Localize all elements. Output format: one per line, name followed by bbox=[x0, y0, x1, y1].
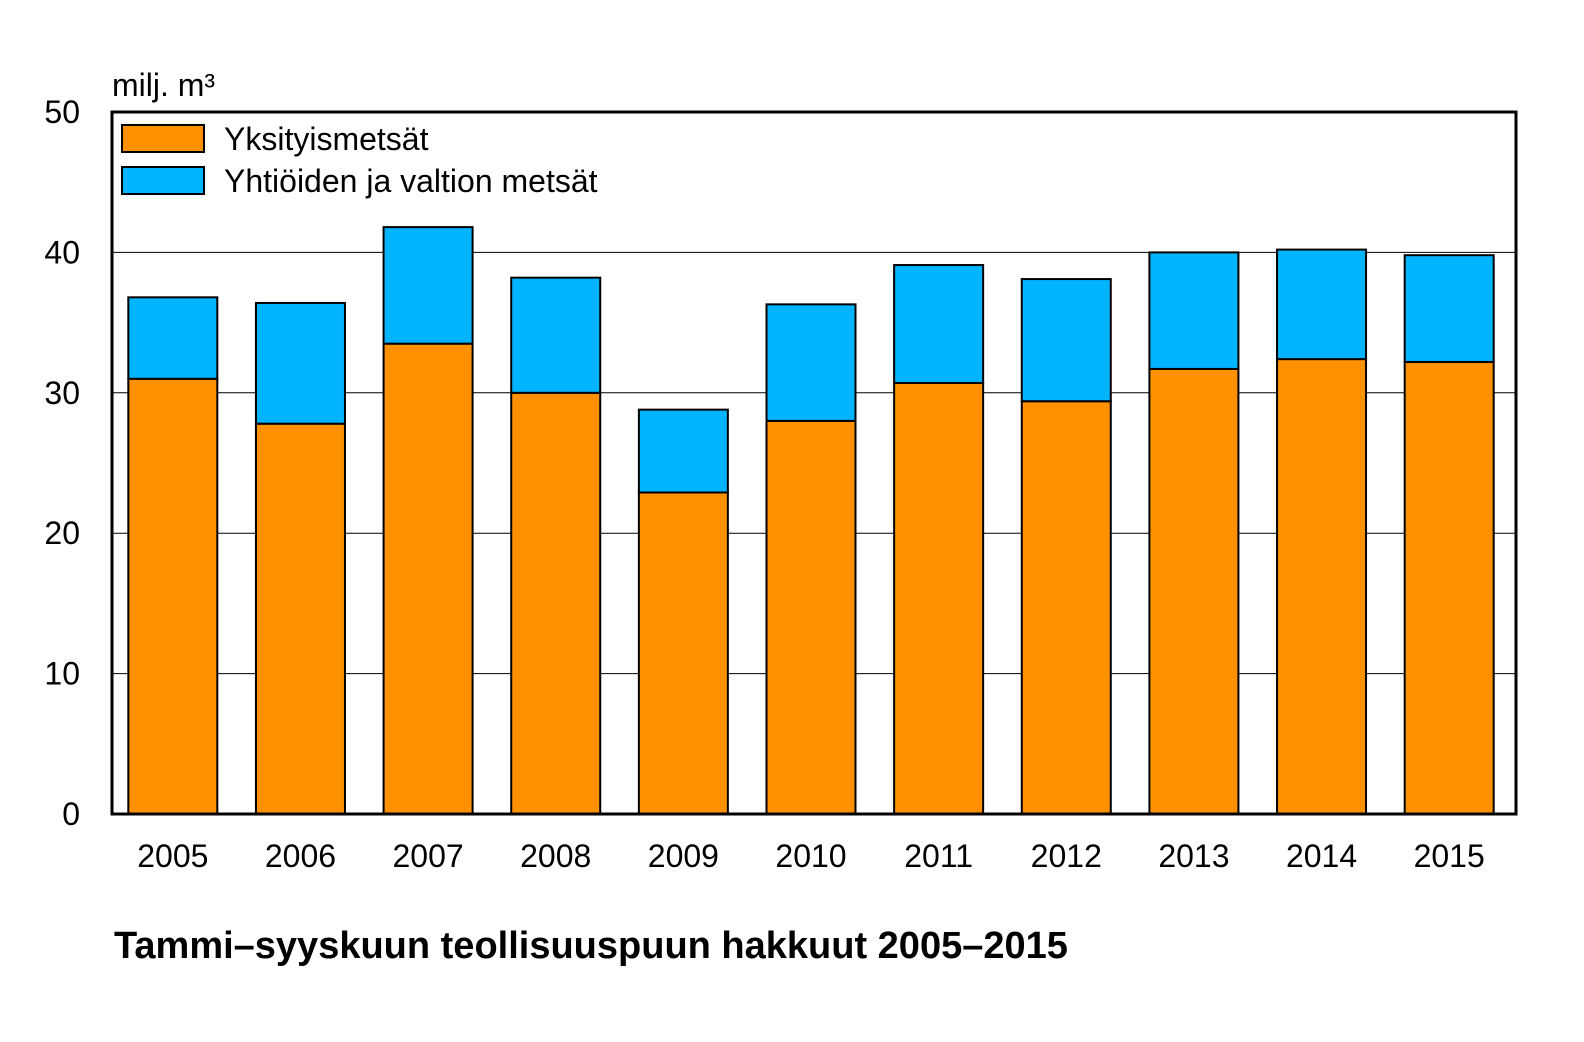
bar-segment-yksityismetsat-2015 bbox=[1403, 360, 1495, 815]
bar-segment-yhtiot-valtio-2014 bbox=[1276, 248, 1368, 361]
x-tick-label: 2007 bbox=[392, 838, 463, 874]
bar-segment-yhtiot-valtio-2013 bbox=[1148, 251, 1240, 370]
bar-segment-yhtiot-valtio-2011 bbox=[893, 264, 985, 384]
x-axis-ticks: 2005 2006 2007 2008 2009 2010 2011 2012 2013 2014… bbox=[137, 838, 1485, 874]
bar-segment-yksityismetsat-2007 bbox=[382, 342, 474, 815]
y-tick-label: 30 bbox=[44, 375, 80, 411]
bar-segment-yhtiot-valtio-2010 bbox=[765, 303, 857, 422]
x-tick-label: 2014 bbox=[1286, 838, 1357, 874]
bar-segment-yhtiot-valtio-2007 bbox=[382, 226, 474, 345]
x-tick-label: 2006 bbox=[265, 838, 336, 874]
x-tick-label: 2010 bbox=[775, 838, 846, 874]
x-tick-label: 2015 bbox=[1414, 838, 1485, 874]
bar-segment-yksityismetsat-2012 bbox=[1020, 400, 1112, 815]
bar-segment-yksityismetsat-2009 bbox=[637, 491, 729, 815]
legend-swatch bbox=[121, 166, 205, 195]
y-tick-label: 10 bbox=[44, 656, 80, 692]
bar-segment-yhtiot-valtio-2009 bbox=[637, 408, 729, 494]
bar-segment-yhtiot-valtio-2006 bbox=[254, 301, 346, 425]
bar-segment-yhtiot-valtio-2012 bbox=[1020, 278, 1112, 403]
x-tick-label: 2012 bbox=[1031, 838, 1102, 874]
y-tick-label: 20 bbox=[44, 515, 80, 551]
y-axis-unit-label: milj. m³ bbox=[112, 67, 215, 103]
legend-swatch bbox=[121, 124, 205, 153]
y-axis-ticks: 0 10 20 30 40 50 bbox=[44, 94, 80, 832]
chart-title: Tammi–syyskuun teollisuuspuun hakkuut 20… bbox=[114, 925, 1068, 967]
bar-segment-yksityismetsat-2008 bbox=[510, 391, 602, 815]
plot-frame bbox=[110, 110, 1518, 816]
x-tick-label: 2005 bbox=[137, 838, 208, 874]
bar-segment-yhtiot-valtio-2015 bbox=[1403, 254, 1495, 363]
x-tick-label: 2008 bbox=[520, 838, 591, 874]
bar-segment-yhtiot-valtio-2005 bbox=[127, 296, 219, 380]
bar-segment-yksityismetsat-2010 bbox=[765, 419, 857, 815]
bar-segment-yksityismetsat-2014 bbox=[1276, 358, 1368, 815]
bar-segment-yksityismetsat-2011 bbox=[893, 381, 985, 815]
y-tick-label: 0 bbox=[62, 796, 80, 832]
x-tick-label: 2013 bbox=[1158, 838, 1229, 874]
x-tick-label: 2011 bbox=[904, 838, 973, 874]
x-tick-label: 2009 bbox=[648, 838, 719, 874]
y-tick-label: 50 bbox=[44, 94, 80, 130]
legend-label: Yksityismetsät bbox=[224, 121, 429, 157]
bar-segment-yksityismetsat-2013 bbox=[1148, 367, 1240, 815]
bars bbox=[127, 226, 1495, 815]
bar-segment-yksityismetsat-2005 bbox=[127, 377, 219, 815]
legend-label: Yhtiöiden ja valtion metsät bbox=[224, 163, 598, 199]
y-tick-label: 40 bbox=[44, 234, 80, 270]
legend: Yksityismetsät Yhtiöiden ja valtion metsä… bbox=[121, 121, 598, 199]
bar-segment-yhtiot-valtio-2008 bbox=[510, 276, 602, 394]
bar-segment-yksityismetsat-2006 bbox=[254, 422, 346, 815]
